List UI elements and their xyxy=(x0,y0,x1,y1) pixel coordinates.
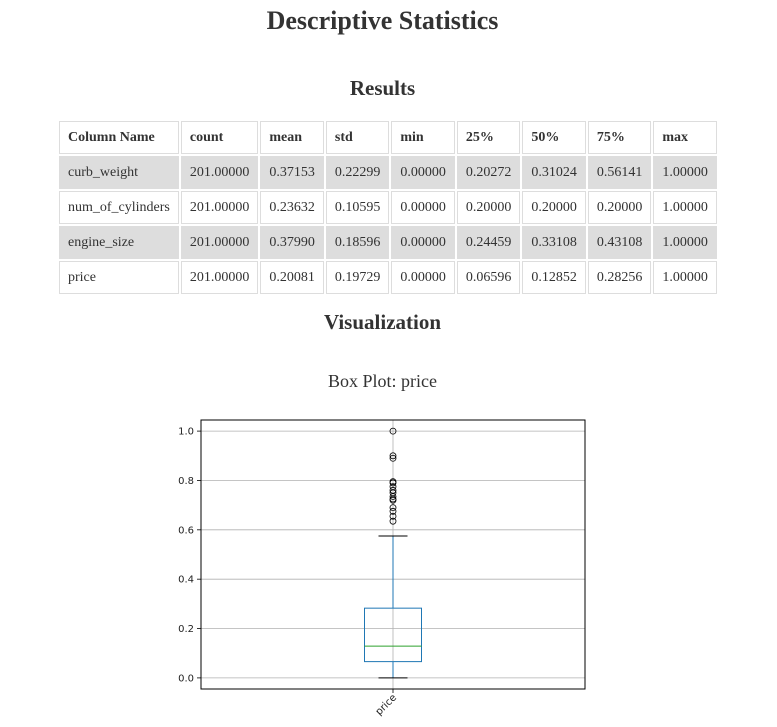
table-cell: 201.00000 xyxy=(180,226,259,259)
table-row: num_of_cylinders 201.00000 0.23632 0.105… xyxy=(59,191,717,224)
table-cell: 0.06596 xyxy=(456,261,521,294)
table-cell: curb_weight xyxy=(59,156,179,189)
y-tick-label: 0.6 xyxy=(178,525,194,536)
column-header: Column Name xyxy=(59,121,179,154)
box-plot-chart: 0.0 0.2 0.4 0.6 0.8 1.0 price xyxy=(178,419,586,718)
visualization-title: Visualization xyxy=(323,310,442,334)
table-cell: 0.00000 xyxy=(391,261,455,294)
table-cell: 1.00000 xyxy=(653,156,717,189)
table-cell: 0.12852 xyxy=(522,261,586,294)
table-cell: 201.00000 xyxy=(180,156,259,189)
table-cell: 0.00000 xyxy=(391,226,455,259)
y-tick-label: 0.2 xyxy=(178,624,194,635)
page-title: Descriptive Statistics xyxy=(266,6,499,35)
column-header: count xyxy=(180,121,259,154)
table-cell: 1.00000 xyxy=(653,226,717,259)
table-cell: 0.20000 xyxy=(587,191,652,224)
table-row: curb_weight 201.00000 0.37153 0.22299 0.… xyxy=(59,156,717,189)
table-cell: 0.10595 xyxy=(325,191,390,224)
outlier-point xyxy=(389,512,397,520)
table-cell: 201.00000 xyxy=(180,261,259,294)
outlier-point xyxy=(389,427,397,435)
column-header: 75% xyxy=(587,121,652,154)
table-header-row: Column Name count mean std min 25% 50% 7… xyxy=(59,121,717,154)
column-header: 25% xyxy=(456,121,521,154)
column-header: 50% xyxy=(522,121,586,154)
y-tick-label: 0.4 xyxy=(178,575,194,586)
table-cell: 0.23632 xyxy=(260,191,324,224)
table-cell: engine_size xyxy=(59,226,179,259)
outlier-point xyxy=(389,454,397,462)
table-cell: 0.20000 xyxy=(522,191,586,224)
table-cell: 0.20272 xyxy=(456,156,521,189)
table-cell: 1.00000 xyxy=(653,191,717,224)
table-cell: price xyxy=(59,261,179,294)
chart-title: Box Plot: price xyxy=(328,371,437,391)
outlier-point xyxy=(389,517,397,525)
results-title: Results xyxy=(349,76,416,100)
outlier-point xyxy=(389,452,397,460)
y-tick-label: 0.0 xyxy=(178,673,194,684)
table-cell: 0.37153 xyxy=(260,156,324,189)
table-cell: 0.24459 xyxy=(456,226,521,259)
column-header: mean xyxy=(260,121,324,154)
table-cell: 0.19729 xyxy=(325,261,390,294)
table-row: price 201.00000 0.20081 0.19729 0.00000 … xyxy=(59,261,717,294)
table-cell: num_of_cylinders xyxy=(59,191,179,224)
table-cell: 0.37990 xyxy=(260,226,324,259)
outlier-point xyxy=(389,507,397,515)
table-cell: 0.22299 xyxy=(325,156,390,189)
column-header: min xyxy=(391,121,455,154)
x-tick-label: price xyxy=(374,692,399,717)
outlier-point xyxy=(389,478,397,486)
outlier-point xyxy=(389,486,397,494)
iqr-box xyxy=(364,607,422,663)
outlier-point xyxy=(389,504,397,512)
table-cell: 0.33108 xyxy=(522,226,586,259)
table-cell: 201.00000 xyxy=(180,191,259,224)
table-row: engine_size 201.00000 0.37990 0.18596 0.… xyxy=(59,226,717,259)
table-cell: 0.00000 xyxy=(391,156,455,189)
table-cell: 0.31024 xyxy=(522,156,586,189)
column-header: std xyxy=(325,121,390,154)
table-cell: 0.28256 xyxy=(587,261,652,294)
table-cell: 0.00000 xyxy=(391,191,455,224)
y-tick-label: 1.0 xyxy=(178,427,194,438)
y-tick-label: 0.8 xyxy=(178,476,194,487)
column-header: max xyxy=(653,121,717,154)
table-cell: 0.20081 xyxy=(260,261,324,294)
table-cell: 0.20000 xyxy=(456,191,521,224)
plot-frame xyxy=(200,419,586,690)
statistics-table: Column Name count mean std min 25% 50% 7… xyxy=(57,119,719,296)
table-cell: 0.56141 xyxy=(587,156,652,189)
table-cell: 1.00000 xyxy=(653,261,717,294)
table-cell: 0.18596 xyxy=(325,226,390,259)
outlier-point xyxy=(389,483,397,491)
table-cell: 0.43108 xyxy=(587,226,652,259)
